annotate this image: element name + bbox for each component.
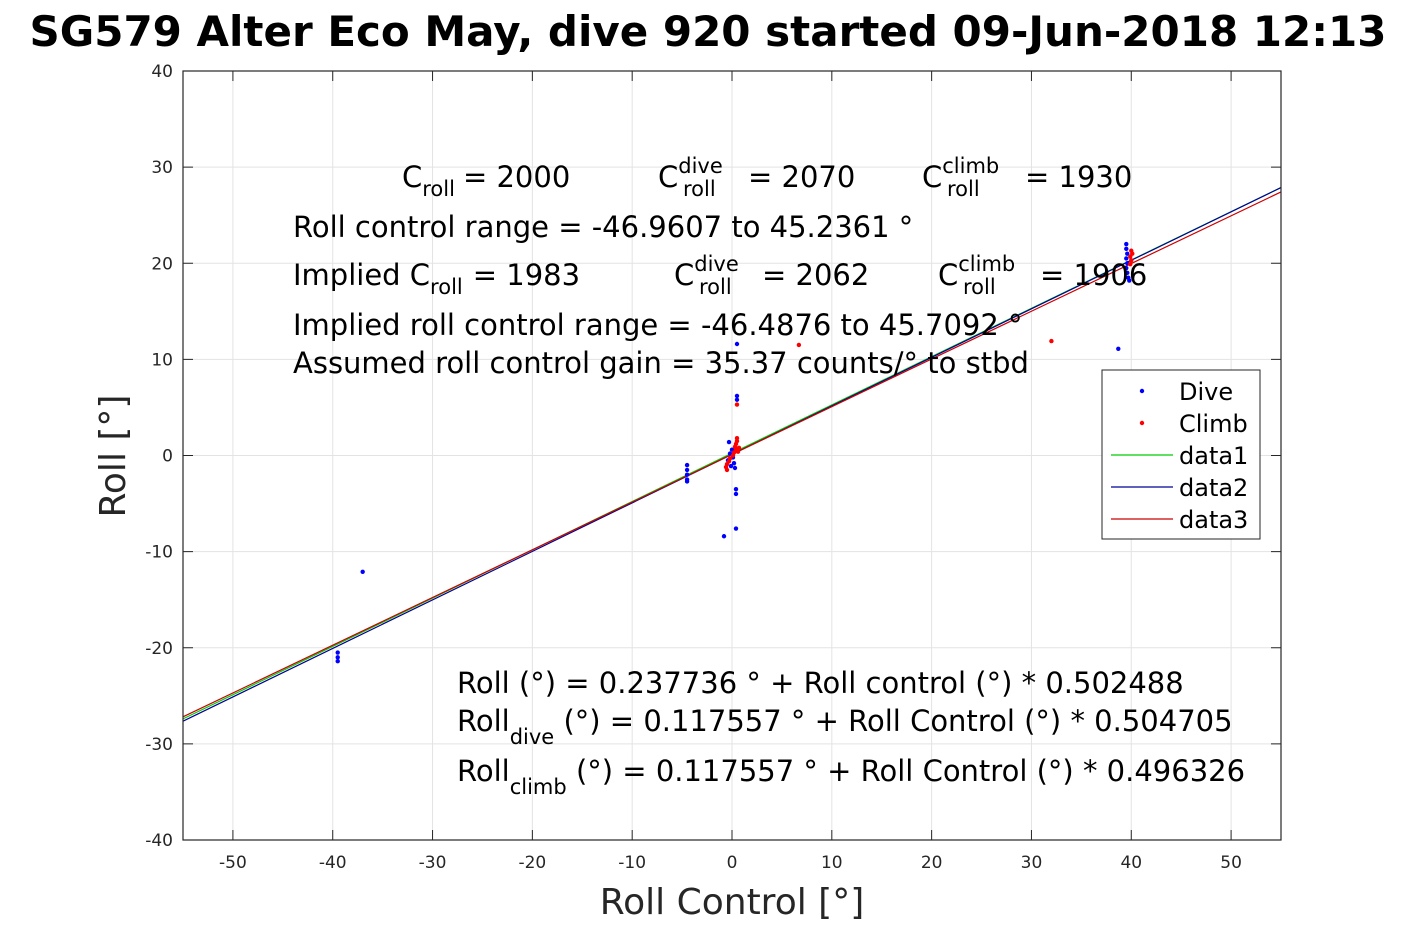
dive-point — [335, 650, 340, 655]
y-tick-label: 20 — [151, 254, 173, 274]
x-tick-label: 40 — [1120, 853, 1142, 873]
annotation-fit-climb: Rollclimb (°) = 0.117557 ° + Roll Contro… — [457, 754, 1245, 799]
dive-point — [721, 534, 727, 539]
x-axis-label: Roll Control [°] — [600, 882, 865, 923]
annotation-implied-c-roll: Implied Croll = 1983 — [293, 258, 580, 299]
climb-point — [735, 449, 741, 454]
dive-point — [1124, 265, 1129, 271]
dive-point — [360, 569, 365, 575]
x-tick-label: -10 — [618, 853, 646, 873]
y-tick-label: 30 — [151, 158, 173, 178]
dive-point — [684, 462, 690, 468]
dive-point — [1116, 346, 1121, 352]
data-points — [335, 241, 1135, 664]
climb-point — [736, 445, 742, 451]
annotation-implied-c-roll-climb: Cclimb roll = 1906 — [938, 252, 1147, 299]
chart-title: SG579 Alter Eco May, dive 920 started 09… — [30, 7, 1387, 56]
dive-point — [733, 486, 739, 492]
legend-label-data1: data1 — [1179, 442, 1248, 470]
climb-point — [724, 467, 730, 473]
dive-point — [733, 526, 739, 531]
annotation-c-roll-climb: Cclimb roll = 1930 — [922, 154, 1132, 201]
annotation-c-roll-dive: Cdive roll = 2070 — [658, 154, 855, 201]
x-tick-label: -20 — [518, 853, 546, 873]
y-tick-label: -30 — [145, 735, 173, 755]
legend-label-dive: Dive — [1179, 378, 1233, 406]
y-tick-label: -10 — [145, 543, 173, 563]
climb-point — [1128, 254, 1133, 259]
y-tick-label: -40 — [145, 831, 173, 851]
dive-point — [1127, 278, 1132, 283]
dive-point — [726, 439, 732, 445]
y-tick-label: 10 — [151, 350, 173, 370]
dive-point — [732, 465, 738, 471]
axis-ticks: -50 -40 -30 -20 -10 0 10 20 30 40 50 -40 -30 -20 -10 0 1… — [145, 62, 1281, 873]
climb-point — [1049, 338, 1054, 344]
dive-point — [733, 491, 739, 497]
climb-point — [796, 342, 802, 348]
annotation-c-roll: Croll = 2000 — [402, 160, 570, 201]
x-tick-label: -30 — [419, 853, 447, 873]
climb-point — [734, 402, 740, 407]
legend-label-data2: data2 — [1179, 474, 1248, 502]
climb-point — [730, 453, 736, 458]
y-axis-label: Roll [°] — [93, 395, 134, 518]
legend-marker-climb — [1139, 420, 1145, 426]
dive-point — [1124, 241, 1129, 247]
x-tick-label: -40 — [319, 853, 347, 873]
annotation-fit-all: Roll (°) = 0.237736 ° + Roll control (°)… — [457, 666, 1184, 700]
dive-point — [1124, 256, 1129, 261]
dive-point — [684, 467, 690, 473]
climb-point — [1128, 262, 1133, 267]
dive-point — [335, 655, 340, 660]
dive-point — [1125, 251, 1130, 256]
x-tick-label: -50 — [219, 853, 247, 873]
dive-point — [734, 341, 740, 347]
annotation-gain: Assumed roll control gain = 35.37 counts… — [293, 346, 1029, 380]
dive-point — [731, 460, 737, 466]
dive-point — [728, 463, 734, 469]
y-tick-label: 40 — [151, 62, 173, 82]
x-tick-label: 20 — [921, 853, 943, 873]
x-tick-label: 30 — [1021, 853, 1043, 873]
legend-marker-dive — [1139, 388, 1145, 394]
dive-point — [1125, 270, 1130, 276]
legend-label-climb: Climb — [1179, 410, 1248, 438]
dive-point — [335, 659, 340, 664]
x-tick-label: 10 — [821, 853, 843, 873]
annotation-fit-dive: Rolldive (°) = 0.117557 ° + Roll Control… — [457, 704, 1233, 749]
dive-point — [1124, 246, 1129, 252]
legend: Dive Climb data1 data2 data3 — [1101, 369, 1261, 540]
x-tick-label: 0 — [727, 853, 738, 873]
climb-point — [1129, 258, 1134, 263]
x-tick-label: 50 — [1220, 853, 1242, 873]
annotation-implied-range: Implied roll control range = -46.4876 to… — [293, 308, 1023, 342]
annotation-roll-control-range: Roll control range = -46.9607 to 45.2361… — [293, 210, 913, 244]
y-tick-label: 0 — [162, 447, 173, 467]
dive-point — [734, 397, 740, 402]
y-tick-label: -20 — [145, 639, 173, 659]
annotation-implied-c-roll-dive: Cdive roll = 2062 — [674, 252, 869, 299]
legend-label-data3: data3 — [1179, 506, 1248, 534]
dive-point — [684, 479, 690, 484]
dive-point — [684, 472, 690, 477]
dive-point — [734, 393, 740, 399]
